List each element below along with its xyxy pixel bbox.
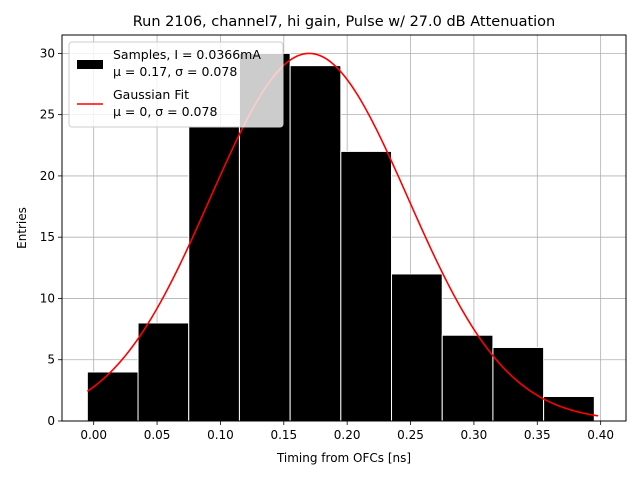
fit-curve [86, 52, 599, 417]
x-tick-label-8: 0.40 [587, 428, 614, 442]
legend-label-fit-stats: μ = 0, σ = 0.078 [113, 104, 217, 119]
y-tick-label-3: 15 [40, 230, 55, 244]
x-tick-label-7: 0.35 [524, 428, 551, 442]
x-tick-label-3: 0.15 [270, 428, 297, 442]
legend-box [68, 41, 284, 128]
histogram-bar-0 [86, 371, 139, 422]
chart-title: Run 2106, channel7, hi gain, Pulse w/ 27… [133, 14, 556, 30]
histogram-bar-7 [441, 334, 494, 422]
y-axis-ticks: 0 5 10 15 20 25 30 [40, 46, 62, 428]
y-tick-label-4: 20 [40, 169, 55, 183]
histogram-bar-6 [391, 273, 443, 422]
x-tick-label-0: 0.00 [80, 428, 107, 442]
y-tick-label-5: 25 [40, 108, 55, 122]
histogram-bar-8 [492, 346, 545, 422]
y-tick-label-1: 5 [47, 353, 55, 367]
legend: Samples, I = 0.0366mA μ = 0.17, σ = 0.07… [68, 41, 284, 128]
histogram-bar-5 [340, 150, 393, 422]
legend-label-fit: Gaussian Fit [113, 87, 189, 102]
legend-swatch-samples [77, 60, 103, 69]
x-tick-label-5: 0.25 [397, 428, 424, 442]
gaussian-fit [86, 52, 599, 417]
x-tick-label-6: 0.30 [461, 428, 488, 442]
x-tick-label-2: 0.10 [207, 428, 234, 442]
y-tick-label-0: 0 [47, 414, 55, 428]
histogram-bar-4 [289, 65, 342, 422]
plot-frame [61, 34, 627, 422]
x-tick-label-4: 0.20 [334, 428, 361, 442]
histogram-bar-2 [188, 126, 240, 422]
x-tick-label-1: 0.05 [144, 428, 171, 442]
y-tick-label-6: 30 [40, 46, 55, 60]
legend-label-samples: Samples, I = 0.0366mA [113, 47, 261, 62]
x-axis-label: Timing from OFCs [ns] [276, 451, 411, 465]
histogram-bar-1 [137, 322, 190, 422]
y-tick-label-2: 10 [40, 291, 55, 305]
legend-label-samples-stats: μ = 0.17, σ = 0.078 [113, 64, 237, 79]
y-axis-label: Entries [15, 207, 29, 249]
x-axis-ticks: 0.00 0.05 0.10 0.15 0.20 0.25 0.30 0.35 0.40 [80, 421, 614, 442]
